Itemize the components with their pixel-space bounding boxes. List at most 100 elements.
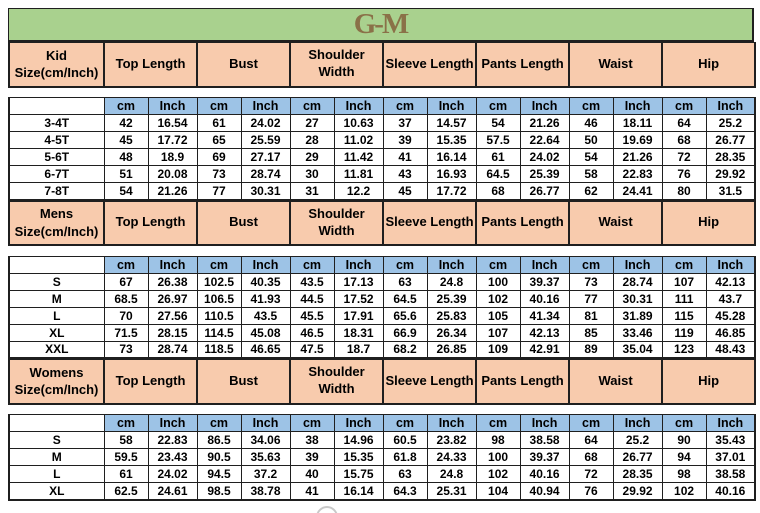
unit-label-inch: Inch — [705, 414, 757, 432]
unit-label-inch: Inch — [147, 97, 198, 115]
measurement-value: 102 — [475, 465, 521, 483]
measurement-value: 25.31 — [426, 482, 477, 501]
column-header-top-length: Top Length — [102, 359, 199, 405]
measurement-value: 38 — [289, 431, 335, 449]
size-row-kid-3-4t: 3-4T 42 16.54 61 24.02 27 10.63 37 14.57 54 21.26 4… — [8, 114, 757, 132]
measurement-value: 25.2 — [612, 431, 663, 449]
column-header-bust: Bust — [196, 359, 292, 405]
partial-logo-watermark — [316, 506, 338, 513]
measurement-value: 26.77 — [612, 448, 663, 466]
measurement-value: 90.5 — [196, 448, 242, 466]
size-label: M — [8, 289, 105, 308]
section-gap — [9, 86, 756, 98]
measurement-value: 39.37 — [519, 272, 570, 291]
measurement-value: 46.5 — [289, 323, 335, 342]
measurement-value: 30.31 — [612, 289, 663, 308]
measurement-value: 21.26 — [612, 148, 663, 166]
measurement-value: 45.5 — [289, 306, 335, 325]
measurement-value: 25.39 — [519, 165, 570, 183]
column-header-waist: Waist — [568, 359, 664, 405]
measurement-value: 89 — [568, 340, 614, 359]
measurement-value: 28.74 — [147, 340, 198, 359]
measurement-value: 61 — [475, 148, 521, 166]
measurement-value: 17.91 — [333, 306, 384, 325]
measurement-value: 94 — [661, 448, 707, 466]
column-header-sleeve-length: Sleeve Length — [382, 42, 478, 88]
measurement-value: 40.16 — [705, 482, 757, 501]
size-label: XL — [8, 323, 105, 342]
size-row-mens-xxl: XXL 73 28.74 118.5 46.65 47.5 18.7 68.2 26.85 109… — [8, 340, 757, 359]
measurement-value: 123 — [661, 340, 707, 359]
size-row-kid-4-5t: 4-5T 45 17.72 65 25.59 28 11.02 39 15.35 57.5 22.6… — [8, 131, 757, 149]
size-label: 7-8T — [8, 182, 105, 201]
size-table-mens: Mens Size(cm/Inch) Top Length Bust Shoulde… — [8, 200, 757, 359]
measurement-value: 34.06 — [240, 431, 291, 449]
measurement-value: 39 — [382, 131, 428, 149]
measurement-value: 68.5 — [103, 289, 149, 308]
measurement-value: 106.5 — [196, 289, 242, 308]
measurement-value: 64.3 — [382, 482, 428, 501]
unit-row-empty-cell — [8, 414, 105, 432]
measurement-value: 25.39 — [426, 289, 477, 308]
measurement-value: 35.63 — [240, 448, 291, 466]
column-header-pants-length: Pants Length — [475, 200, 571, 246]
measurement-value: 23.82 — [426, 431, 477, 449]
measurement-value: 54 — [475, 114, 521, 132]
measurement-value: 16.54 — [147, 114, 198, 132]
measurement-value: 40.16 — [519, 465, 570, 483]
column-header-shoulder-width: Shoulder Width — [289, 359, 385, 405]
measurement-value: 62.5 — [103, 482, 149, 501]
unit-label-cm: cm — [661, 97, 707, 115]
measurement-value: 27 — [289, 114, 335, 132]
section-gap — [9, 245, 756, 256]
unit-label-cm: cm — [289, 414, 335, 432]
measurement-value: 98 — [661, 465, 707, 483]
unit-label-inch: Inch — [612, 97, 663, 115]
measurement-value: 66.9 — [382, 323, 428, 342]
unit-label-inch: Inch — [426, 255, 477, 274]
measurement-value: 29 — [289, 148, 335, 166]
measurement-value: 64.5 — [475, 165, 521, 183]
measurement-value: 14.96 — [333, 431, 384, 449]
measurement-value: 61.8 — [382, 448, 428, 466]
size-label: L — [8, 306, 105, 325]
unit-label-inch: Inch — [426, 97, 477, 115]
measurement-value: 71.5 — [103, 323, 149, 342]
measurement-value: 19.69 — [612, 131, 663, 149]
measurement-value: 37 — [382, 114, 428, 132]
measurement-value: 29.92 — [705, 165, 757, 183]
measurement-value: 45.08 — [240, 323, 291, 342]
measurement-value: 30 — [289, 165, 335, 183]
unit-label-inch: Inch — [333, 414, 384, 432]
measurement-value: 64.5 — [382, 289, 428, 308]
measurement-value: 10.63 — [333, 114, 384, 132]
unit-label-inch: Inch — [519, 97, 570, 115]
measurement-value: 40.94 — [519, 482, 570, 501]
unit-label-cm: cm — [103, 414, 149, 432]
size-label: L — [8, 465, 105, 483]
brand-logo: G-M — [353, 8, 410, 40]
column-header-bust: Bust — [196, 42, 292, 88]
measurement-value: 15.35 — [426, 131, 477, 149]
unit-label-inch: Inch — [333, 255, 384, 274]
measurement-value: 42.13 — [519, 323, 570, 342]
measurement-value: 40.35 — [240, 272, 291, 291]
unit-label-cm: cm — [382, 97, 428, 115]
measurement-value: 72 — [661, 148, 707, 166]
measurement-value: 24.02 — [240, 114, 291, 132]
size-table-kid: Kid Size(cm/Inch) Top Length Bust Shoulder… — [8, 42, 757, 201]
column-header-top-length: Top Length — [102, 200, 199, 246]
measurement-value: 98.5 — [196, 482, 242, 501]
measurement-value: 54 — [568, 148, 614, 166]
unit-label-inch: Inch — [519, 414, 570, 432]
measurement-value: 77 — [568, 289, 614, 308]
size-row-mens-m: M 68.5 26.97 106.5 41.93 44.5 17.52 64.5 25.39 10… — [8, 289, 757, 308]
measurement-value: 28.74 — [612, 272, 663, 291]
column-header-hip: Hip — [661, 200, 757, 246]
measurement-value: 114.5 — [196, 323, 242, 342]
measurement-value: 68 — [568, 448, 614, 466]
unit-label-cm: cm — [382, 414, 428, 432]
measurement-value: 98 — [475, 431, 521, 449]
measurement-value: 60.5 — [382, 431, 428, 449]
unit-label-inch: Inch — [705, 255, 757, 274]
